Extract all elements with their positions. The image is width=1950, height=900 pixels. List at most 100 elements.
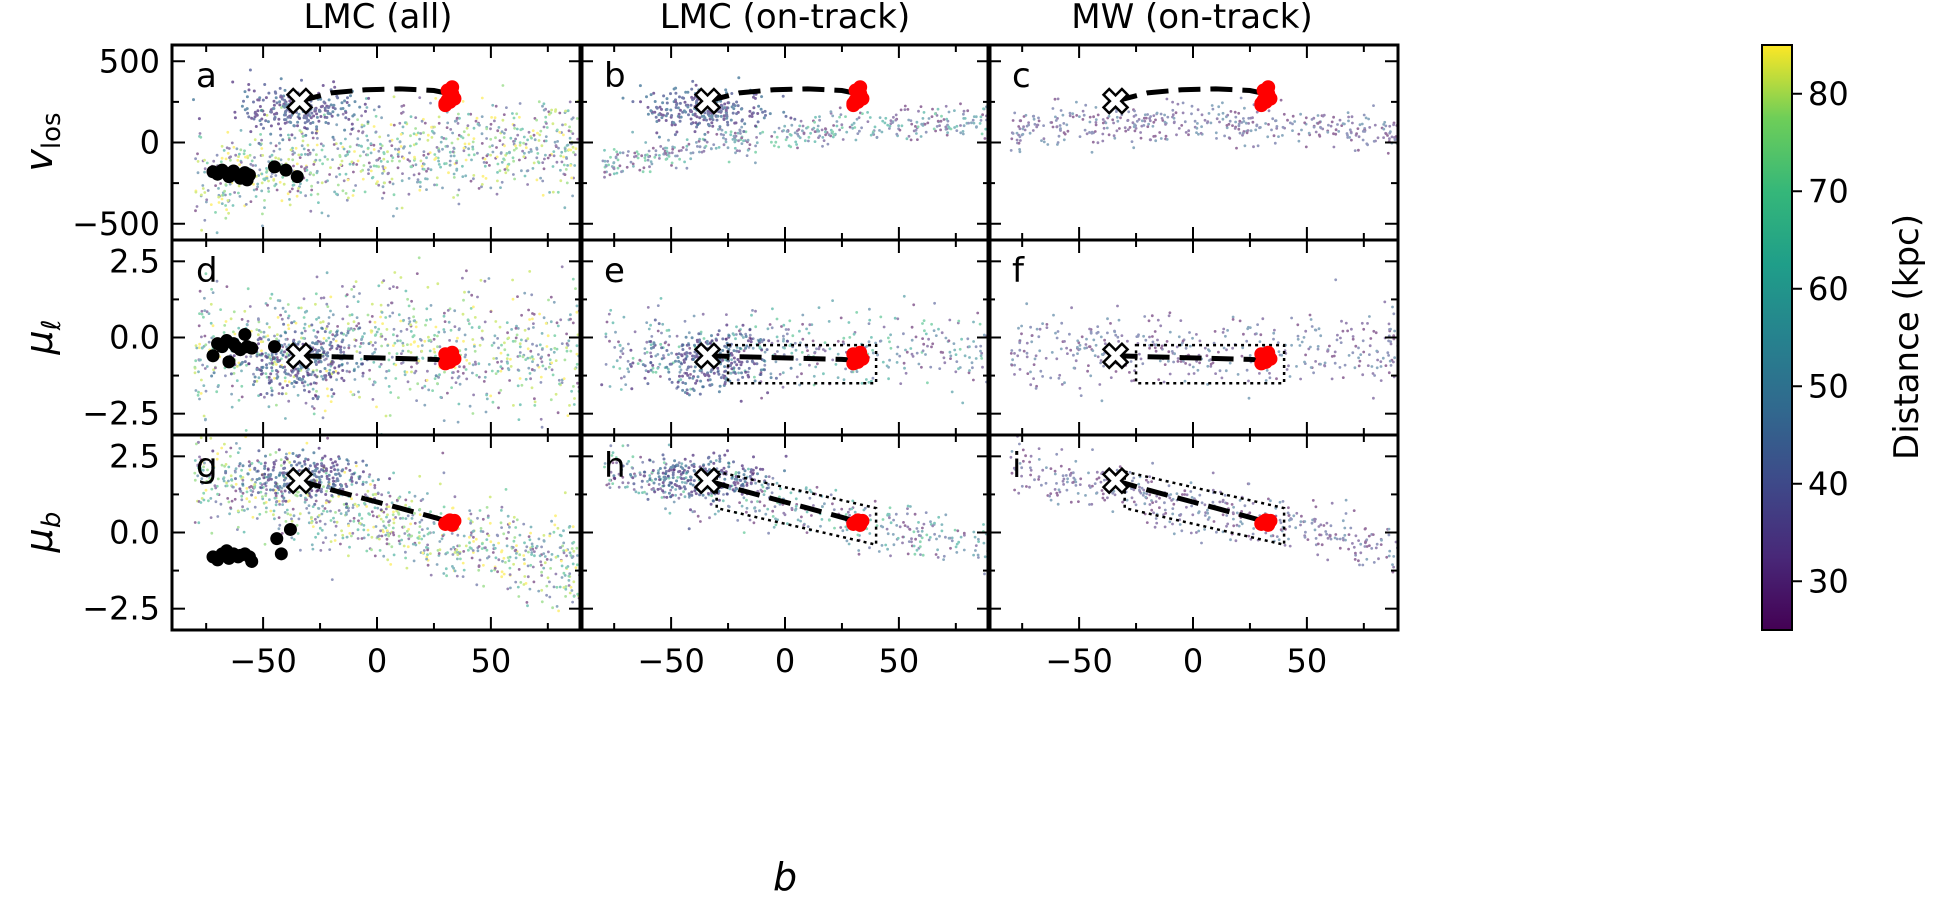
panel-b: b <box>578 43 992 242</box>
y-tick-label: 0.0 <box>109 514 160 552</box>
y-tick-label: 0.0 <box>109 319 160 357</box>
model-track <box>1115 353 1267 363</box>
black-point <box>238 327 252 341</box>
black-point <box>242 168 256 182</box>
colorbar: 30 40 50 60 70 80 Distance (kpc) <box>1761 44 1927 631</box>
x-axis-title: b <box>773 855 797 899</box>
x-tick-label: −50 <box>229 642 297 680</box>
selection-box <box>726 343 878 385</box>
x-tick-label: 50 <box>879 642 920 680</box>
colorbar-tick-label: 70 <box>1808 172 1849 210</box>
panel-letter: f <box>1012 251 1025 291</box>
x-tick-label: 50 <box>471 642 512 680</box>
red-point <box>442 88 457 103</box>
panel-letter: a <box>196 56 217 96</box>
colorbar-ticks: 30 40 50 60 70 80 <box>1792 75 1849 600</box>
colorbar-tick-label: 50 <box>1808 367 1849 405</box>
scatter-cloud <box>603 443 990 576</box>
y-tick-label: 2.5 <box>109 437 160 475</box>
model-track <box>1114 478 1267 525</box>
panel-f: f <box>986 238 1400 437</box>
y-tick-label: −2.5 <box>82 590 160 628</box>
colorbar-title: Distance (kpc) <box>1887 214 1927 460</box>
y-tick-label: −500 <box>72 205 160 243</box>
cross-marker <box>285 466 314 495</box>
ylabel-row-1-sub: los <box>37 112 67 149</box>
scatter-cloud <box>1009 435 1398 574</box>
ylabel-row-3-sub: b <box>37 512 67 529</box>
y-tick-label: −2.5 <box>82 395 160 433</box>
colorbar-tick-label: 80 <box>1808 75 1849 113</box>
panel-g: 2.5 0.0 −2.5 −50 0 50 g <box>82 433 584 680</box>
scatter-cloud <box>1009 96 1398 155</box>
panel-frame <box>578 433 992 632</box>
black-point <box>268 160 281 174</box>
scatter-core <box>600 318 793 403</box>
model-track <box>298 86 451 104</box>
x-tick-label: 50 <box>1287 642 1328 680</box>
panel-i: −50 0 50 i <box>986 433 1400 680</box>
scatter-cloud <box>604 294 990 405</box>
panel-letter: g <box>196 446 218 486</box>
cross-marker <box>1101 341 1130 370</box>
black-point <box>206 349 220 363</box>
cross-marker <box>285 341 314 370</box>
panel-frame <box>578 43 992 242</box>
panel-c: c <box>986 43 1400 242</box>
y-tick-label: 2.5 <box>109 242 160 280</box>
black-point <box>274 547 288 561</box>
panel-e: e <box>578 238 992 437</box>
scatter-cloud <box>601 102 988 179</box>
model-track <box>706 86 859 104</box>
column-title-3: MW (on-track) <box>1071 0 1312 37</box>
panel-letter: e <box>604 251 625 291</box>
ylabel-row-3: μb <box>17 512 67 554</box>
x-tick-label: −50 <box>1045 642 1113 680</box>
cross-marker <box>693 341 722 370</box>
y-tick-label: 0 <box>140 124 160 162</box>
ylabel-row-1: vlos <box>17 112 67 171</box>
panel-letter: h <box>604 446 626 486</box>
cross-marker <box>285 87 314 115</box>
panel-h: −50 0 50 h <box>578 433 992 680</box>
model-track <box>1114 86 1267 104</box>
column-title-1: LMC (all) <box>303 0 452 37</box>
red-point <box>850 351 865 366</box>
panel-a: 500 0 −500 a <box>72 42 584 243</box>
model-track <box>706 478 859 525</box>
scatter-cloud <box>193 435 582 613</box>
black-point <box>279 163 293 177</box>
svg-text:μℓ: μℓ <box>17 320 67 356</box>
panel-frame <box>986 43 1400 242</box>
model-track <box>707 353 859 363</box>
red-point <box>850 516 865 531</box>
x-tick-label: 0 <box>367 642 387 680</box>
selection-box <box>1134 343 1286 385</box>
scatter-cloud <box>1009 278 1398 403</box>
ylabel-row-2: μℓ <box>17 320 67 356</box>
ylabel-row-2-sub: ℓ <box>37 320 67 332</box>
x-tick-label: 0 <box>775 642 795 680</box>
black-point <box>245 341 259 355</box>
panel-letter: c <box>1012 56 1031 96</box>
colorbar-tick-label: 40 <box>1808 465 1849 503</box>
panel-letter: i <box>1012 446 1021 486</box>
red-point <box>1258 351 1273 366</box>
panel-frame <box>986 433 1400 632</box>
red-point <box>1258 88 1273 103</box>
panel-letter: d <box>196 251 218 291</box>
x-tick-label: 0 <box>1183 642 1203 680</box>
cross-marker <box>1101 87 1130 115</box>
panel-letter: b <box>604 56 626 96</box>
black-point <box>245 554 259 568</box>
red-point <box>1258 516 1273 531</box>
red-point <box>850 88 865 103</box>
y-tick-label: 500 <box>99 42 160 80</box>
cross-marker <box>693 87 722 115</box>
ylabel-row-3-main: μ <box>17 528 61 553</box>
svg-text:vlos: vlos <box>17 112 67 171</box>
panel-frame <box>170 433 584 632</box>
colorbar-tick-label: 30 <box>1808 562 1849 600</box>
